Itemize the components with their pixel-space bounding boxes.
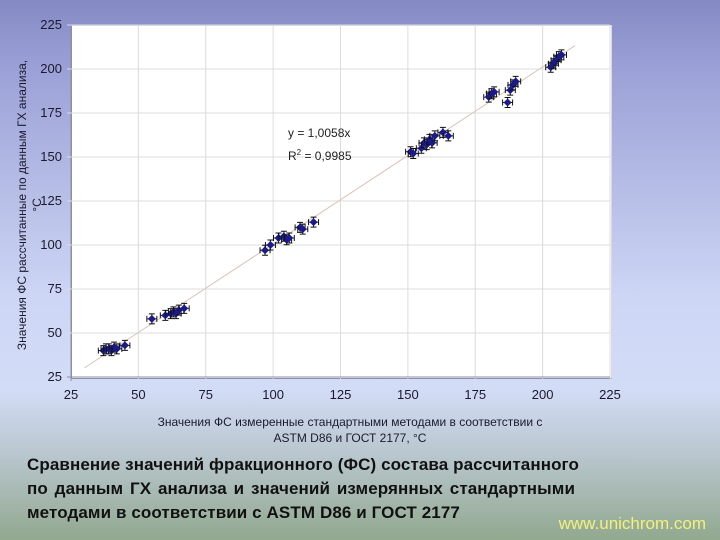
data-points — [97, 49, 567, 357]
trendline — [84, 45, 576, 369]
data-point — [111, 343, 123, 355]
x-axis-label: Значения ФС измеренные стандартными мето… — [100, 414, 600, 446]
r-symbol: R — [288, 149, 297, 163]
data-point — [259, 244, 271, 256]
x-tick-label: 50 — [131, 387, 146, 402]
y-tick-label: 200 — [40, 61, 62, 76]
y-tick-label: 225 — [40, 17, 62, 32]
y-tick-label: 150 — [40, 149, 62, 164]
data-point — [502, 96, 514, 108]
x-tick-label: 75 — [198, 387, 213, 402]
y-tick-label: 100 — [40, 237, 62, 252]
y-axis-label-line1: Значения ФС рассчитанные по данным ГХ ан… — [15, 59, 29, 351]
slide-caption: Сравнение значений фракционного (ФС) сос… — [27, 453, 707, 525]
r-squared-value: = 0,9985 — [301, 149, 352, 163]
equation-text: y = 1,0058x — [288, 126, 351, 140]
data-point — [283, 232, 295, 244]
caption-line-3: методами в соответствии с ASTM D86 и ГОС… — [27, 503, 460, 522]
x-axis-label-line1: Значения ФС измеренные стандартными мето… — [157, 415, 543, 429]
data-point — [442, 130, 454, 142]
x-tick-label: 25 — [63, 387, 79, 402]
x-tick-label: 100 — [262, 387, 284, 402]
data-point — [429, 130, 441, 142]
y-tick-label: 50 — [47, 325, 62, 340]
caption-line-1: Сравнение значений фракционного (ФС) сос… — [27, 455, 579, 474]
y-tick-label: 125 — [40, 193, 62, 208]
y-axis-label: Значения ФС рассчитанные по данным ГХ ан… — [15, 5, 45, 405]
x-tick-label: 175 — [464, 387, 487, 402]
data-point — [264, 239, 276, 251]
data-point — [510, 75, 522, 87]
y-tick-label: 175 — [40, 105, 62, 120]
y-axis-label-line2: °C — [30, 198, 44, 212]
r-superscript: 2 — [296, 148, 302, 157]
watermark-link[interactable]: www.unichrom.com — [558, 514, 706, 533]
x-tick-label: 200 — [531, 387, 554, 402]
x-axis-label-line2: ASTM D86 и ГОСТ 2177, °C — [273, 431, 427, 445]
caption-line-2: по данным ГХ анализа и значений измерянн… — [27, 479, 576, 498]
x-tick-label: 125 — [329, 387, 352, 402]
plot-area — [71, 25, 612, 379]
data-point — [146, 313, 158, 325]
x-tick-label: 150 — [397, 387, 419, 402]
y-tick-label: 75 — [47, 281, 62, 296]
data-point — [119, 339, 131, 351]
r-squared-text: R2 = 0,9985 — [288, 143, 352, 166]
data-point — [545, 61, 557, 73]
data-point — [407, 147, 419, 159]
data-point — [308, 216, 320, 228]
data-point — [488, 86, 500, 98]
gridlines — [67, 24, 611, 381]
x-tick-label: 225 — [599, 387, 621, 402]
data-point — [297, 223, 309, 235]
data-point — [555, 49, 567, 61]
trendline-equation: y = 1,0058x R2 = 0,9985 — [288, 123, 352, 166]
data-point — [178, 302, 190, 314]
y-tick-label: 25 — [47, 369, 62, 384]
